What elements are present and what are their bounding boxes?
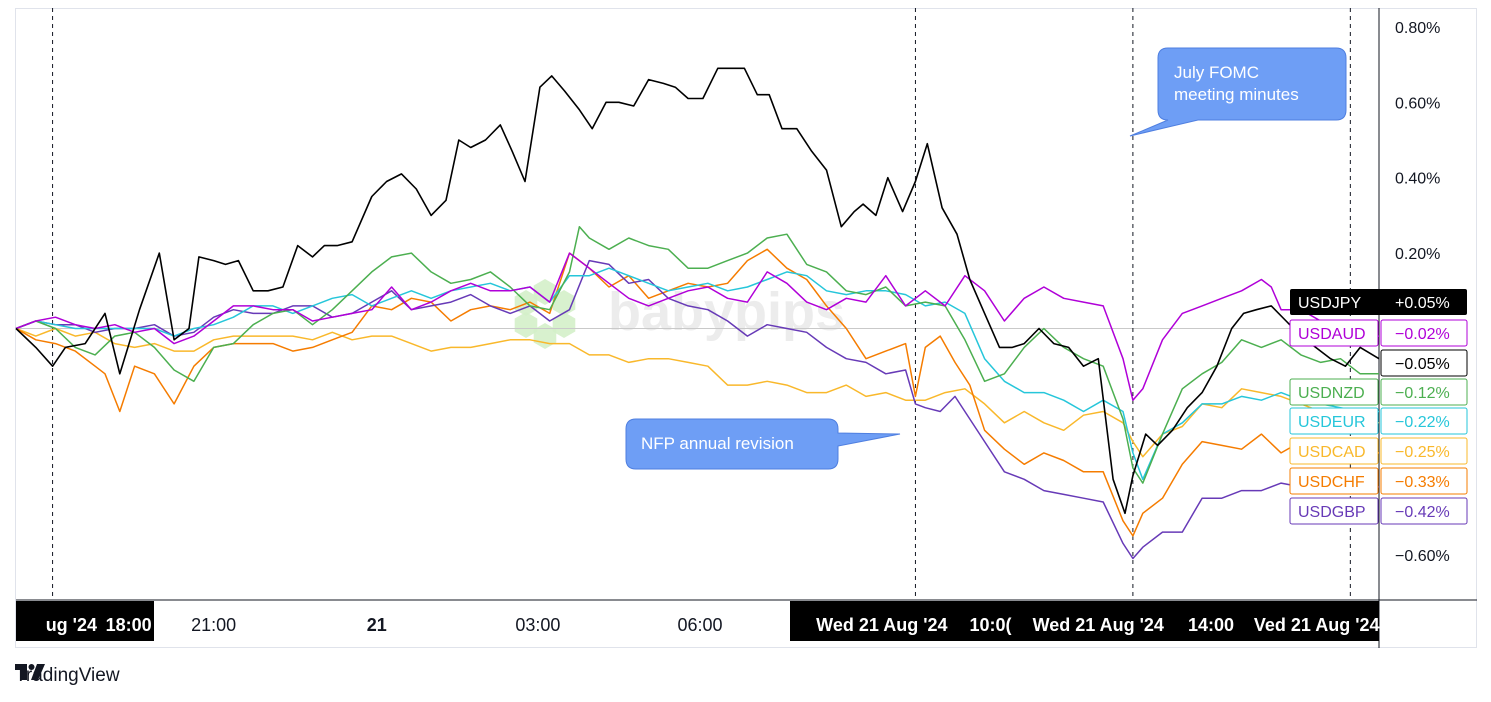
chart-frame [15,8,1477,648]
price-label-symbol: USDAUD [1298,326,1366,343]
x-tick-label: 21:00 [191,615,236,635]
y-tick-label: 0.20% [1395,246,1440,263]
x-tick-label: 21 [367,615,387,635]
fomc-annotation-text: July FOMC [1174,63,1259,82]
watermark: babypips [514,279,845,349]
price-label-symbol: USDGBP [1298,504,1366,521]
nfp-annotation-text: NFP annual revision [641,434,794,453]
price-label-value-bg [1380,378,1468,406]
fomc-annotation-bubble [1129,47,1347,137]
x-tick-label: Ved 21 Aug '24 [1254,615,1380,635]
tradingview-logo-icon [15,664,45,680]
price-label-symbol-bg [1289,497,1379,525]
x-tick-label: 18:00 [106,615,152,635]
x-tick-label: Wed 21 Aug '24 [816,615,947,635]
y-tick-label: 0.60% [1395,95,1440,112]
tradingview-logo[interactable]: TradingView [15,664,120,688]
series-line-usdjpy [15,67,1380,515]
price-label-symbol-bg [1289,407,1379,435]
y-tick-label: 0.40% [1395,171,1440,188]
annotations: July FOMC meeting minutes NFP annual revis… [625,47,1347,470]
price-label-value: −0.33% [1395,474,1450,491]
y-tick-label: −0.60% [1395,548,1450,565]
price-label-value: −0.02% [1395,326,1450,343]
price-label-value: −0.42% [1395,504,1450,521]
x-tick-label: Wed 21 Aug '24 [1033,615,1164,635]
x-tick-label: ug '24 [46,615,97,635]
price-label-value: −0.25% [1395,444,1450,461]
series-line-usdnzd [15,225,1379,484]
x-tick-label: 14:00 [1188,615,1234,635]
price-label-value: −0.05% [1395,356,1450,373]
price-label-symbol: USDCHF [1298,474,1365,491]
x-axis: ug '24 18:00 21:00 21 03:00 06:00 Wed 21 Aug '… [16,601,1380,641]
watermark-hexagon [514,312,538,338]
price-label-value: −0.12% [1395,385,1450,402]
fomc-annotation-text: meeting minutes [1174,85,1299,104]
series-line-usdcad [15,327,1380,458]
price-label-value-bg [1380,497,1468,525]
price-labels: USDJPY +0.05% USDAUD −0.02% −0.05% USDNZD −0.1… [1289,289,1468,525]
watermark-hexagon [552,312,576,338]
x-axis-highlight-right [790,601,1379,641]
watermark-hexagon [533,323,557,349]
price-label-value-bg [1380,319,1468,347]
price-label-symbol-bg [1289,378,1379,406]
price-label-symbol: USDEUR [1298,414,1366,431]
price-label-symbol-bg [1289,319,1379,347]
price-label-symbol: USDCAD [1298,444,1366,461]
series-line-usdaud [15,252,1379,401]
series-line-usdchf [15,248,1379,537]
price-label-value-bg [1380,467,1468,495]
series-line-usdgbp [15,259,1379,560]
gridlines [16,8,1477,648]
chart: babypips July FOMC meeting minutes NFP ann… [15,8,1477,648]
y-axis: 0.80% 0.60% 0.40% 0.20% −0.60% [1395,20,1450,565]
price-label-symbol-bg [1289,437,1379,465]
x-tick-label: 03:00 [515,615,560,635]
price-label-symbol: USDNZD [1298,385,1365,402]
series-line-usdeur [15,267,1379,481]
y-tick-label: 0.80% [1395,20,1440,37]
x-axis-highlight-left [16,601,154,641]
x-tick-label: 06:00 [677,615,722,635]
price-label-value-bg [1380,407,1468,435]
nfp-annotation-bubble [625,418,901,470]
price-label-value: +0.05% [1395,295,1450,312]
price-label-bg [1380,349,1468,377]
series-lines [15,67,1380,560]
price-label-symbol: USDJPY [1298,295,1361,312]
price-label-symbol-bg [1289,467,1379,495]
x-tick-label: 10:0( [970,615,1012,635]
price-label-bg [1290,289,1467,315]
price-label-value: −0.22% [1395,414,1450,431]
price-label-value-bg [1380,437,1468,465]
